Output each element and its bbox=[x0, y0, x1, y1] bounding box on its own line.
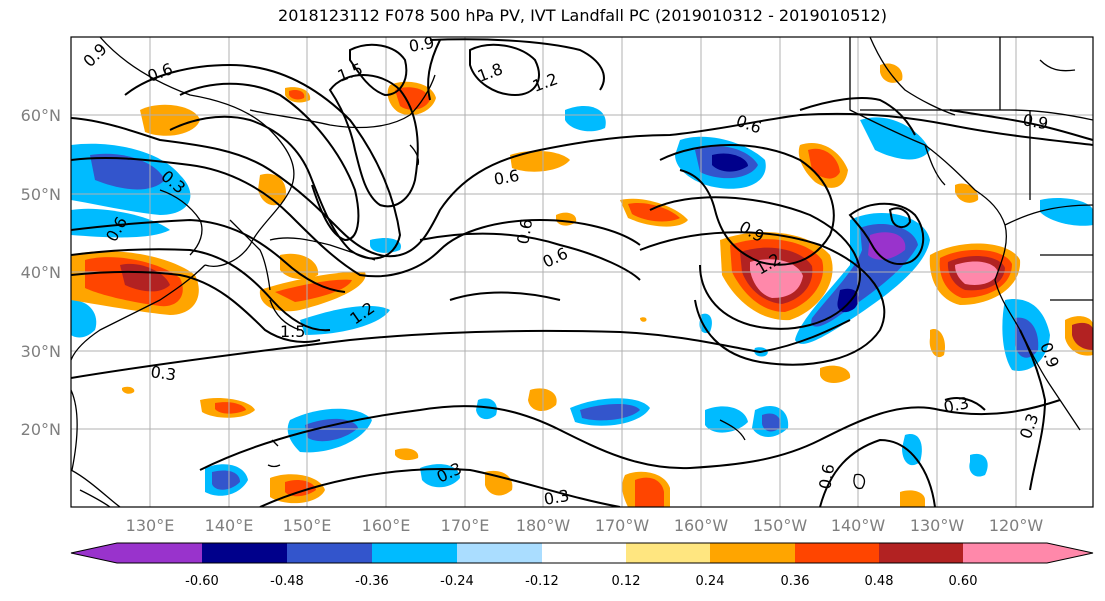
lon-label: 140°E bbox=[205, 516, 254, 535]
colorbar-outline bbox=[70, 542, 1094, 564]
lon-label: 120°W bbox=[989, 516, 1044, 535]
colorbar-swatch bbox=[117, 543, 202, 563]
map-title: 2018123112 F078 500 hPa PV, IVT Landfall… bbox=[278, 6, 887, 25]
svg-text:1.5: 1.5 bbox=[280, 322, 305, 341]
colorbar-tick-label: -0.12 bbox=[525, 574, 559, 589]
lon-label: 170°W bbox=[595, 516, 650, 535]
colorbar-tick-label: 0.36 bbox=[781, 574, 810, 589]
lon-label: 180°W bbox=[516, 516, 571, 535]
svg-text:0.9: 0.9 bbox=[1021, 110, 1049, 133]
colorbar-tick-label: -0.48 bbox=[270, 574, 304, 589]
colorbar-tick-label: -0.36 bbox=[355, 574, 389, 589]
lat-label: 40°N bbox=[21, 263, 61, 282]
svg-text:0.3: 0.3 bbox=[942, 393, 971, 417]
svg-text:0.9: 0.9 bbox=[407, 33, 435, 56]
latitude-axis: 60°N 50°N 40°N 30°N 20°N bbox=[21, 106, 61, 439]
colorbar-swatch bbox=[710, 543, 795, 563]
colorbar-swatch bbox=[626, 543, 710, 563]
colorbar: -0.60 -0.48 -0.36 -0.24 -0.12 0.12 0.24 … bbox=[70, 542, 1094, 589]
colorbar-swatch bbox=[963, 543, 1047, 563]
colorbar-swatch bbox=[879, 543, 963, 563]
lon-label: 150°E bbox=[283, 516, 332, 535]
positive-anomaly-regions bbox=[71, 63, 1093, 507]
colorbar-swatch bbox=[457, 543, 542, 563]
pv-contours bbox=[71, 38, 1093, 507]
colorbar-tick-label: -0.24 bbox=[440, 574, 474, 589]
lat-label: 30°N bbox=[21, 342, 61, 361]
colorbar-tick-label: 0.12 bbox=[612, 574, 641, 589]
colorbar-tick-label: 0.60 bbox=[949, 574, 978, 589]
lon-label: 130°W bbox=[910, 516, 965, 535]
colorbar-swatch bbox=[795, 543, 879, 563]
lon-label: 170°E bbox=[441, 516, 490, 535]
colorbar-tick-label: 0.24 bbox=[696, 574, 725, 589]
colorbar-swatch bbox=[372, 543, 457, 563]
lon-label: 160°W bbox=[674, 516, 729, 535]
colorbar-swatch bbox=[542, 543, 626, 563]
colorbar-tick-label: 0.48 bbox=[865, 574, 894, 589]
map-border bbox=[70, 36, 1094, 508]
lat-label: 50°N bbox=[21, 185, 61, 204]
lat-label: 60°N bbox=[21, 106, 61, 125]
colorbar-extend-left bbox=[71, 543, 117, 563]
colorbar-tick-label: -0.60 bbox=[185, 574, 219, 589]
colorbar-swatch bbox=[202, 543, 287, 563]
lon-label: 140°W bbox=[831, 516, 886, 535]
svg-text:0.3: 0.3 bbox=[149, 362, 177, 384]
negative-anomaly-regions bbox=[71, 106, 1093, 496]
longitude-axis: 130°E 140°E 150°E 160°E 170°E 180°W 170°… bbox=[126, 516, 1044, 535]
colorbar-extend-right bbox=[1047, 543, 1093, 563]
lon-label: 150°W bbox=[753, 516, 808, 535]
svg-text:0.3: 0.3 bbox=[542, 486, 570, 509]
svg-text:0.6: 0.6 bbox=[492, 166, 520, 189]
svg-text:0.6: 0.6 bbox=[513, 217, 536, 245]
svg-text:0.6: 0.6 bbox=[815, 462, 838, 490]
lon-label: 160°E bbox=[362, 516, 411, 535]
graticule bbox=[71, 37, 1093, 507]
lon-label: 130°E bbox=[126, 516, 175, 535]
colorbar-swatch bbox=[287, 543, 372, 563]
lat-label: 20°N bbox=[21, 420, 61, 439]
